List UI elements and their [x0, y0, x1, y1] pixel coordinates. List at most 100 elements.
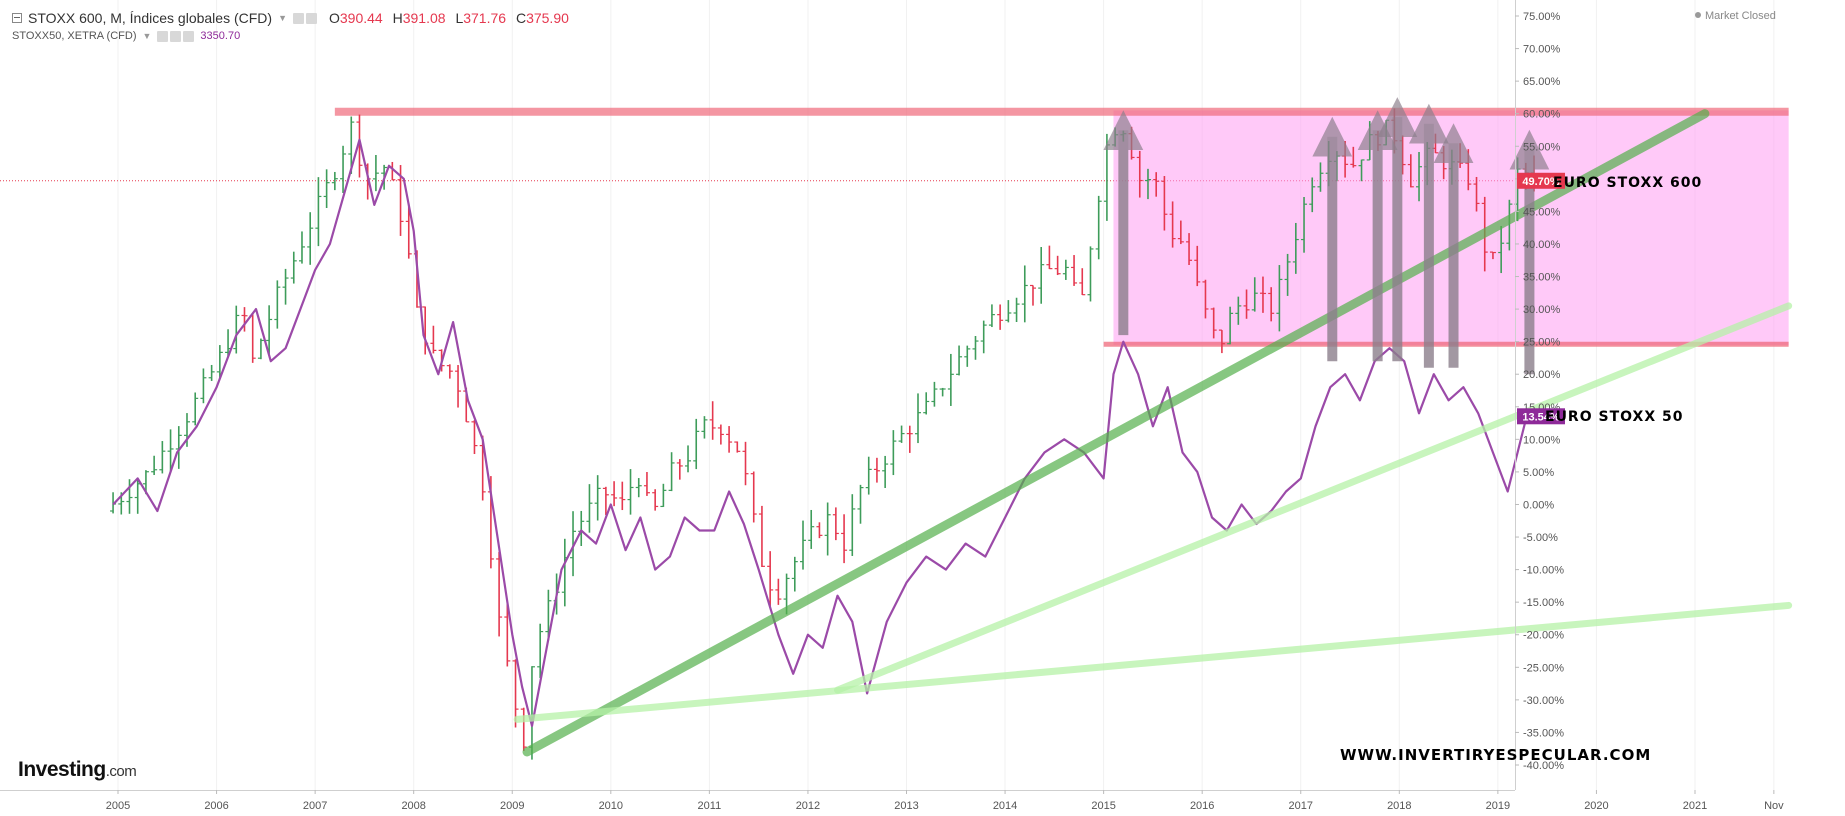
ohlc-bar	[446, 364, 453, 379]
x-tick-label: 2013	[894, 800, 918, 812]
settings-icon[interactable]	[170, 30, 182, 42]
ohlc-bar	[750, 471, 757, 523]
ohlc-bar	[570, 511, 577, 577]
ohlc-bar	[159, 441, 166, 474]
series-label-600: EURO STOXX 600	[1553, 175, 1702, 191]
x-tick-label: 2010	[599, 800, 623, 812]
ohlc-bar	[1054, 255, 1061, 276]
ohlc-bar	[233, 305, 240, 354]
y-tick-label: 65.00%	[1523, 76, 1561, 88]
ohlc-bar	[1317, 162, 1324, 192]
second-series-label[interactable]: STOXX50, XETRA (CFD)	[12, 30, 137, 42]
ohlc-bar	[249, 312, 256, 363]
market-status-text: Market Closed	[1705, 10, 1776, 22]
ohlc-bar	[988, 304, 995, 328]
ohlc-bar	[1243, 289, 1250, 319]
x-tick-label: 2009	[500, 800, 524, 812]
series-tools[interactable]	[157, 30, 195, 42]
ohlc-bar	[849, 494, 856, 556]
ohlc-bar	[594, 475, 601, 521]
ohlc-bar	[619, 481, 626, 511]
trendline-1	[522, 109, 1710, 757]
x-tick-label: 2014	[993, 800, 1017, 812]
ohlc-bar	[1498, 225, 1505, 274]
ohlc-bar	[1276, 265, 1283, 332]
close-icon[interactable]	[183, 30, 195, 42]
ohlc-bar	[471, 420, 478, 455]
ohlc-bar	[274, 280, 281, 329]
ohlc-bar	[1210, 307, 1217, 339]
ohlc-bar	[980, 320, 987, 354]
ohlc-bar	[668, 452, 675, 492]
ohlc-bar	[348, 116, 355, 174]
ohlc-bar	[1506, 199, 1513, 251]
ohlc-bar	[537, 623, 544, 679]
ohlc-bar	[685, 445, 692, 473]
x-tick-label: 2012	[796, 800, 820, 812]
ohlc-bar	[865, 456, 872, 495]
ohlc-bar	[791, 556, 798, 592]
ohlc-c-value: 375.90	[526, 10, 569, 26]
ohlc-bar	[1029, 284, 1036, 306]
ohlc-bar	[1087, 246, 1094, 302]
axes: 75.00%70.00%65.00%60.00%55.00%50.00%45.0…	[0, 0, 1784, 812]
ohlc-bar	[1235, 296, 1242, 325]
symbol-label[interactable]: STOXX 600, M, Índices globales (CFD)	[28, 10, 273, 26]
series-label-50: EURO STOXX 50	[1545, 409, 1683, 425]
chevron-down-icon[interactable]: ▼	[278, 13, 287, 23]
ohlc-bar	[1358, 159, 1365, 182]
settings-icon[interactable]	[305, 12, 317, 24]
y-tick-label: 5.00%	[1523, 467, 1554, 479]
y-tick-label: -25.00%	[1523, 662, 1564, 674]
investing-logo[interactable]: Investing.com	[18, 758, 137, 782]
x-tick-label: 2015	[1091, 800, 1115, 812]
y-tick-label: 60.00%	[1523, 109, 1561, 121]
y-tick-label: -35.00%	[1523, 727, 1564, 739]
eye-icon[interactable]	[292, 12, 304, 24]
collapse-icon[interactable]	[12, 13, 22, 23]
ohlc-bar	[602, 486, 609, 516]
ohlc-h-key: H	[392, 10, 403, 26]
ohlc-bar	[1284, 253, 1291, 296]
ohlc-bar	[200, 368, 207, 404]
x-tick-label: 2019	[1486, 800, 1510, 812]
ohlc-bar	[914, 393, 921, 444]
ohlc-bar	[167, 429, 174, 472]
ohlc-bar	[1489, 251, 1496, 260]
ohlc-values: O390.44 H391.08 L371.76 C375.90	[323, 8, 569, 28]
x-tick-label: 2008	[401, 800, 425, 812]
ohlc-bar	[1071, 255, 1078, 286]
ohlc-bar	[693, 418, 700, 470]
ohlc-c-key: C	[515, 10, 527, 26]
ohlc-bar	[496, 551, 503, 637]
ohlc-bar	[652, 489, 659, 511]
ohlc-h-value: 391.08	[402, 10, 446, 26]
y-tick-label: 55.00%	[1523, 141, 1561, 153]
chevron-down-icon[interactable]: ▼	[142, 31, 152, 41]
ohlc-bar	[931, 381, 938, 407]
arrows	[1103, 97, 1550, 375]
ohlc-bar	[816, 522, 823, 539]
ohlc-bar	[906, 425, 913, 453]
ohlc-bar	[1268, 287, 1275, 322]
x-tick-label: 2017	[1289, 800, 1313, 812]
ohlc-bar	[643, 472, 650, 496]
x-tick-label: 2018	[1387, 800, 1411, 812]
ohlc-bar	[241, 307, 248, 332]
x-tick-label: 2021	[1683, 800, 1707, 812]
ohlc-bar	[890, 430, 897, 476]
ohlc-bar	[561, 538, 568, 607]
ohlc-bar	[1103, 133, 1110, 221]
eye-icon[interactable]	[157, 30, 169, 42]
ohlc-bar	[734, 441, 741, 453]
ohlc-bar	[742, 441, 749, 486]
trendlines	[513, 109, 1793, 757]
ohlc-bar	[266, 305, 273, 354]
ohlc-bar	[701, 416, 708, 439]
ohlc-o-value: 390.44	[339, 10, 383, 26]
ohlc-bar	[1013, 297, 1020, 323]
series-tools[interactable]	[292, 12, 317, 24]
ohlc-bar	[964, 345, 971, 367]
ohlc-bar	[151, 455, 158, 476]
